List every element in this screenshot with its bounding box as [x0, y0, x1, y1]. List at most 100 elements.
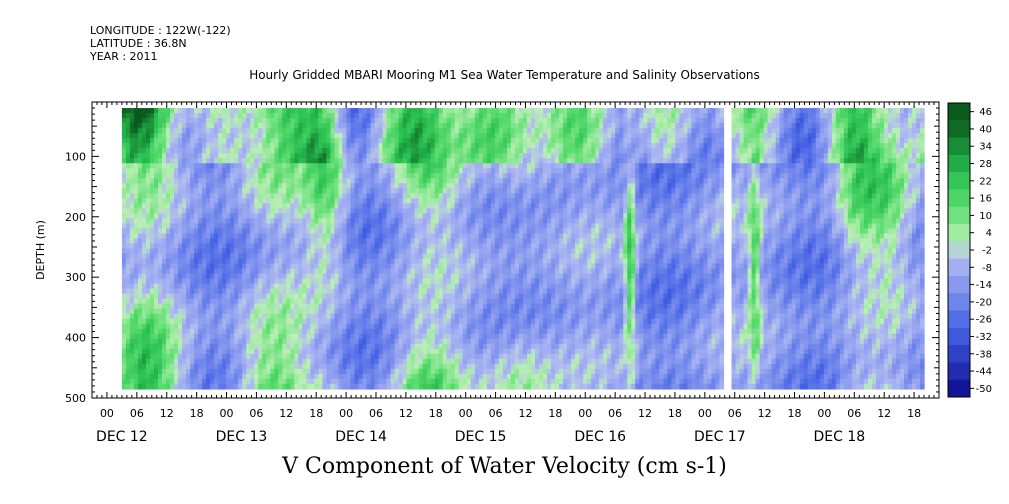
- heatmap-cell: [210, 248, 215, 255]
- heatmap-cell: [222, 258, 227, 265]
- heatmap-cell: [137, 378, 143, 385]
- heatmap-cell: [274, 338, 279, 345]
- heatmap-cell: [226, 138, 231, 144]
- heatmap-cell: [238, 138, 243, 144]
- heatmap-cell: [390, 283, 396, 290]
- heatmap-cell: [414, 143, 420, 149]
- heatmap-cell: [310, 193, 316, 199]
- heatmap-cell: [145, 158, 151, 164]
- heatmap-cell: [218, 328, 223, 335]
- heatmap-cell: [378, 168, 384, 174]
- heatmap-cell: [402, 168, 408, 174]
- heatmap-cell: [166, 328, 171, 335]
- heatmap-cell: [370, 283, 376, 290]
- heatmap-cell: [246, 303, 251, 310]
- heatmap-cell: [262, 243, 267, 250]
- heatmap-cell: [153, 153, 159, 159]
- heatmap-cell: [306, 123, 311, 129]
- heatmap-cell: [166, 213, 171, 219]
- heatmap-cell: [326, 198, 332, 204]
- heatmap-cell: [466, 138, 472, 144]
- heatmap-cell: [354, 138, 360, 144]
- heatmap-cell: [190, 248, 195, 255]
- heatmap-cell: [330, 178, 336, 184]
- heatmap-cell: [334, 258, 340, 265]
- heatmap-cell: [450, 348, 456, 355]
- heatmap-cell: [366, 383, 372, 390]
- heatmap-cell: [330, 298, 336, 305]
- heatmap-cell: [302, 138, 307, 144]
- heatmap-cell: [414, 348, 420, 355]
- heatmap-cell: [262, 363, 267, 370]
- heatmap-cell: [382, 258, 388, 265]
- heatmap-cell: [378, 153, 384, 159]
- heatmap-cell: [354, 158, 360, 164]
- heatmap-cell: [362, 193, 368, 199]
- heatmap-cell: [422, 313, 428, 320]
- heatmap-cell: [322, 158, 328, 164]
- heatmap-cell: [266, 218, 271, 225]
- heatmap-cell: [145, 273, 151, 280]
- heatmap-cell: [174, 208, 179, 214]
- heatmap-cell: [145, 213, 151, 219]
- heatmap-cell: [178, 338, 183, 345]
- heatmap-cell: [210, 283, 215, 290]
- heatmap-cell: [386, 298, 392, 305]
- heatmap-cell: [370, 248, 376, 255]
- heatmap-cell: [162, 373, 167, 380]
- heatmap-cell: [350, 158, 356, 164]
- heatmap-cell: [458, 238, 464, 245]
- heatmap-cell: [202, 148, 207, 154]
- heatmap-cell: [194, 138, 199, 144]
- heatmap-cell: [145, 248, 151, 255]
- heatmap-cell: [466, 368, 472, 375]
- heatmap-cell: [358, 273, 364, 280]
- heatmap-cell: [310, 378, 316, 385]
- heatmap-cell: [322, 233, 328, 240]
- heatmap-cell: [446, 148, 452, 154]
- heatmap-cell: [314, 213, 320, 219]
- heatmap-cell: [394, 243, 400, 250]
- heatmap-cell: [362, 243, 368, 250]
- heatmap-cell: [246, 258, 251, 265]
- heatmap-cell: [374, 203, 380, 209]
- heatmap-cell: [266, 308, 271, 315]
- heatmap-cell: [378, 108, 384, 114]
- heatmap-cell: [406, 163, 412, 169]
- heatmap-cell: [330, 278, 336, 285]
- heatmap-cell: [133, 213, 139, 219]
- heatmap-cell: [149, 143, 155, 149]
- heatmap-cell: [254, 383, 259, 390]
- heatmap-cell: [314, 268, 320, 275]
- heatmap-cell: [370, 288, 376, 295]
- heatmap-cell: [182, 333, 187, 340]
- heatmap-cell: [129, 368, 135, 375]
- heatmap-cell: [466, 348, 472, 355]
- heatmap-cell: [398, 323, 404, 330]
- heatmap-cell: [350, 253, 356, 260]
- heatmap-cell: [250, 373, 255, 380]
- heatmap-cell: [302, 318, 307, 325]
- heatmap-cell: [430, 293, 436, 300]
- heatmap-cell: [426, 118, 432, 124]
- heatmap-cell: [278, 223, 283, 230]
- heatmap-cell: [322, 368, 328, 375]
- heatmap-cell: [450, 288, 456, 295]
- heatmap-cell: [346, 118, 352, 124]
- heatmap-cell: [186, 228, 191, 235]
- heatmap-cell: [318, 138, 324, 144]
- heatmap-cell: [362, 203, 368, 209]
- heatmap-cell: [306, 108, 311, 114]
- heatmap-cell: [290, 183, 295, 189]
- heatmap-cell: [470, 278, 476, 285]
- heatmap-cell: [218, 353, 223, 360]
- heatmap-cell: [278, 273, 283, 280]
- heatmap-cell: [149, 263, 155, 270]
- heatmap-cell: [222, 328, 227, 335]
- heatmap-cell: [202, 183, 207, 189]
- heatmap-cell: [358, 243, 364, 250]
- heatmap-cell: [137, 293, 143, 300]
- heatmap-cell: [254, 268, 259, 275]
- heatmap-cell: [234, 358, 239, 365]
- heatmap-cell: [286, 363, 291, 370]
